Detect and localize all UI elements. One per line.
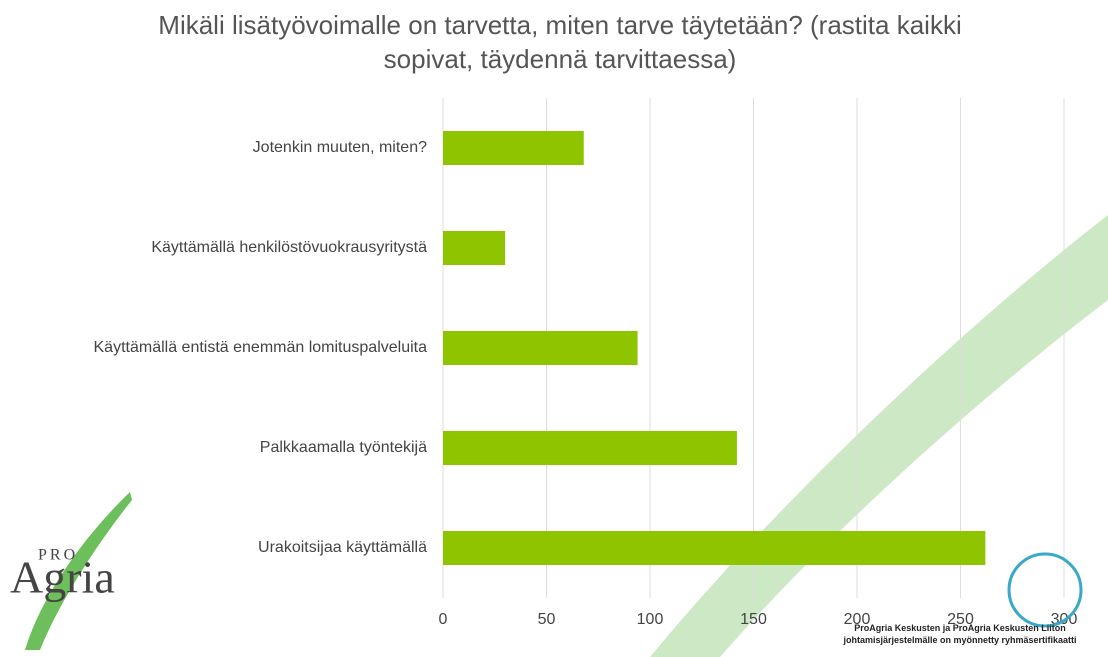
logo-pro: PRO bbox=[38, 547, 78, 564]
footer-note: ProAgria Keskusten ja ProAgria Keskusten… bbox=[843, 623, 1077, 645]
chart-title: Mikäli lisätyövoimalle on tarvetta, mite… bbox=[158, 10, 962, 74]
bar bbox=[443, 531, 986, 565]
x-tick-label: 250 bbox=[947, 611, 974, 628]
x-tick-label: 0 bbox=[439, 611, 448, 628]
x-tick-label: 150 bbox=[740, 611, 767, 628]
cert-badge bbox=[1007, 552, 1083, 628]
x-tick-label: 100 bbox=[637, 611, 664, 628]
logo-name: Agria bbox=[10, 552, 115, 603]
bar bbox=[443, 231, 506, 265]
y-tick-label: Jotenkin muuten, miten? bbox=[253, 139, 427, 156]
bar bbox=[443, 331, 638, 365]
bar bbox=[443, 431, 737, 465]
x-tick-label: 50 bbox=[538, 611, 556, 628]
x-tick-label: 200 bbox=[844, 611, 871, 628]
bar bbox=[443, 131, 584, 165]
y-tick-label: Käyttämällä henkilöstövuokrausyritystä bbox=[151, 239, 427, 256]
logo-swoosh bbox=[25, 492, 132, 650]
y-tick-label: Urakoitsijaa käyttämällä bbox=[258, 539, 427, 556]
y-tick-label: Käyttämällä entistä enemmän lomituspalve… bbox=[94, 339, 428, 356]
y-tick-label: Palkkaamalla työntekijä bbox=[260, 439, 427, 456]
